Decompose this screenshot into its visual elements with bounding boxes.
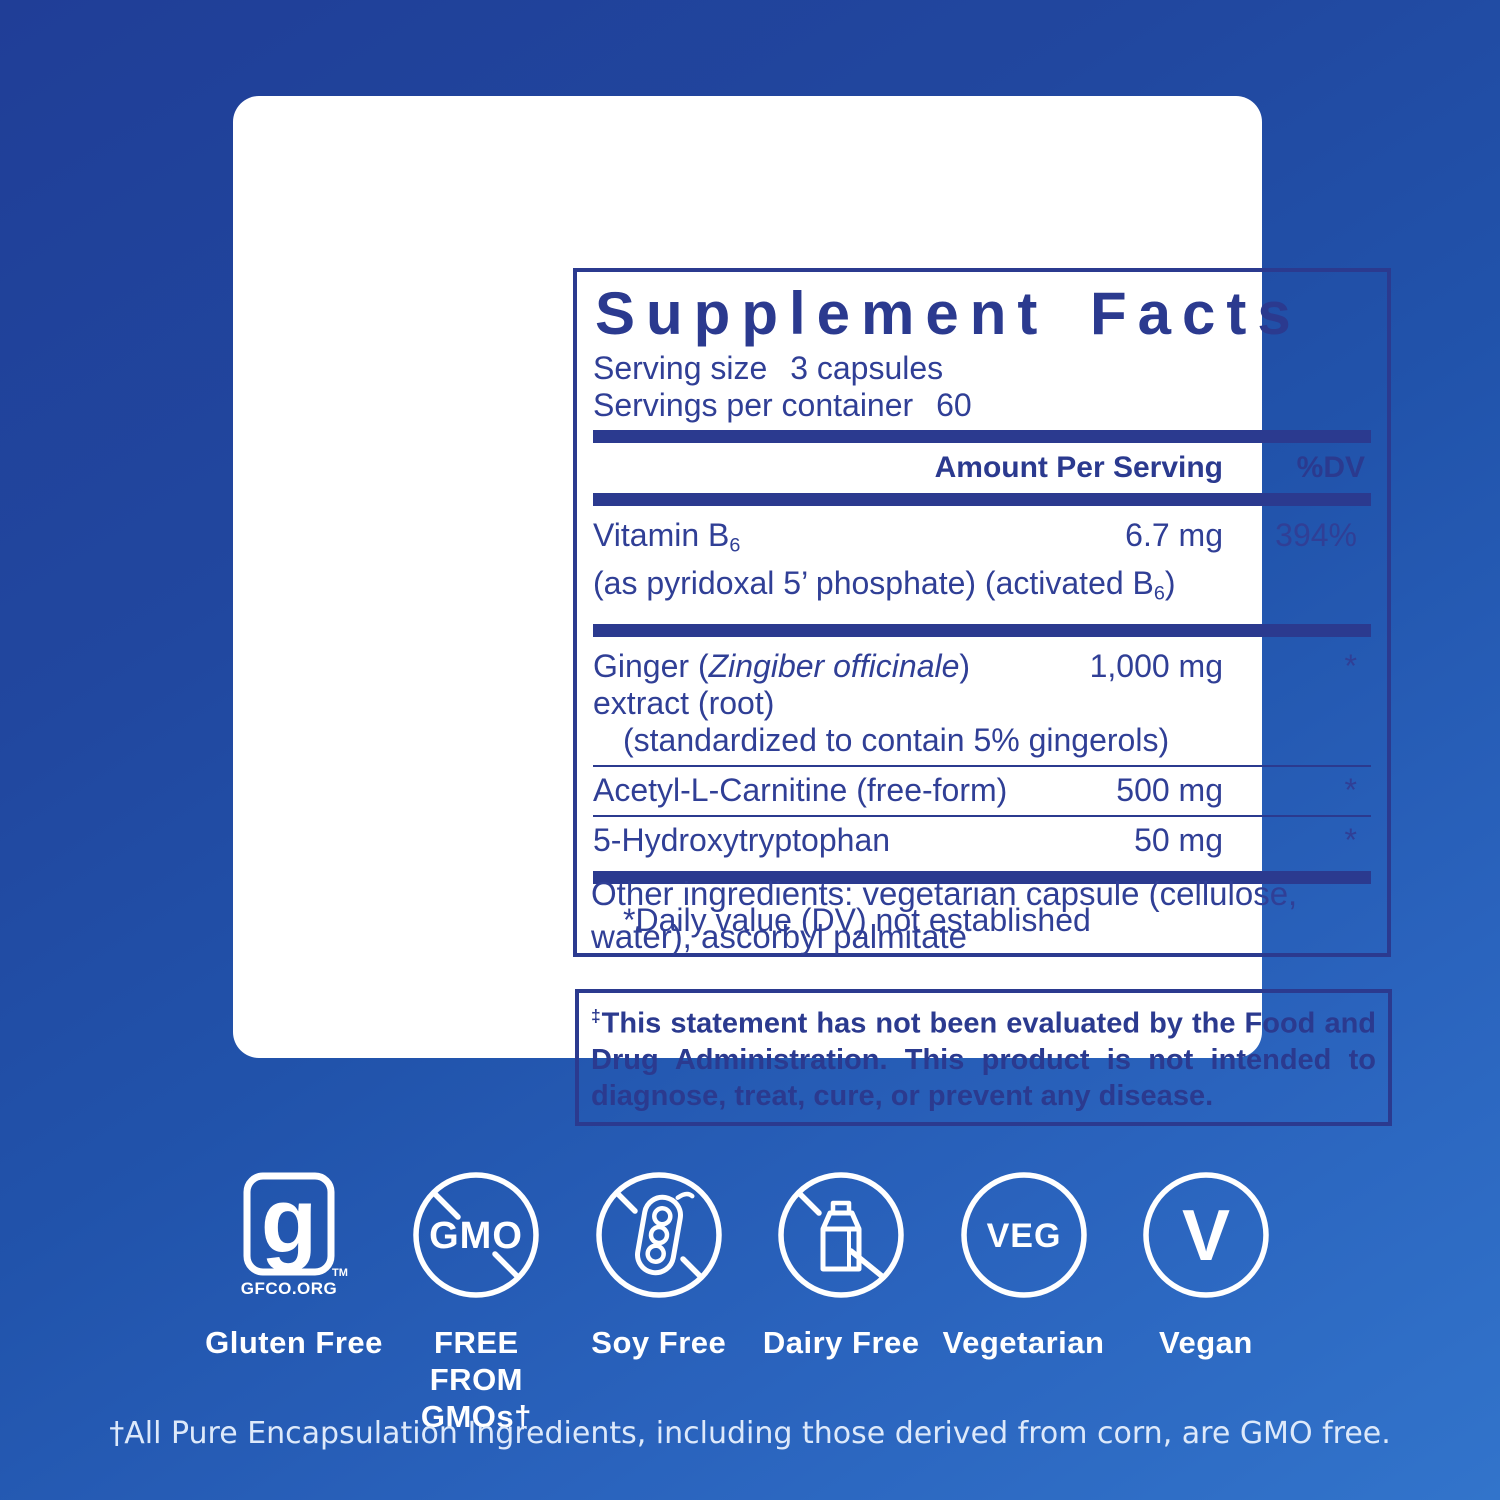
serving-size-value: 3 capsules [790, 350, 944, 386]
certification-badges-row: g TM GFCO.ORG Gluten Free GMO FREE FROM … [205, 1160, 1295, 1435]
badge-vegan: V Vegan [1117, 1160, 1295, 1361]
divider-rule [593, 815, 1371, 818]
divider-bar [593, 624, 1371, 638]
daily-value-note: *Daily value (DV) not established [623, 902, 1091, 939]
badge-label: Gluten Free [205, 1325, 383, 1360]
ingredient-name: Acetyl-L-Carnitine (free-form) [593, 772, 1008, 809]
other-ingredients: Other ingredients: vegetarian capsule (c… [591, 875, 1298, 955]
serving-size-line: Serving size 3 capsules [593, 350, 1371, 387]
supplement-card: Supplement Facts Serving size 3 capsules… [233, 96, 1392, 1126]
servings-value: 60 [936, 387, 972, 423]
servings-label: Servings per container [593, 387, 914, 423]
divider-bar [593, 493, 1371, 506]
dv-value: * [1344, 822, 1357, 859]
badge-label: FREE FROM GMOs† [420, 1325, 532, 1434]
dv-value: * [1344, 648, 1357, 685]
gmo-footnote: †All Pure Encapsulation Ingredients, inc… [109, 1416, 1391, 1451]
badge-dairy-free: Dairy Free [752, 1160, 930, 1361]
supplement-facts-panel: Supplement Facts Serving size 3 capsules… [573, 268, 1391, 958]
badge-gmo-free: GMO FREE FROM GMOs† [387, 1160, 565, 1435]
disclaimer-mark: ‡ [591, 1006, 602, 1026]
svg-text:VEG: VEG [986, 1217, 1061, 1255]
amount-value: 50 mg [1134, 822, 1223, 859]
ingredient-detail: extract (root) [593, 685, 775, 722]
divider-bar [593, 430, 1371, 443]
col-dv-header: %DV [1296, 451, 1365, 484]
badge-gluten-free: g TM GFCO.ORG Gluten Free [205, 1160, 383, 1361]
ingredient-name: Ginger (Zingiber officinale) [593, 648, 971, 685]
svg-text:g: g [261, 1170, 317, 1272]
badge-soy-free: Soy Free [570, 1160, 748, 1361]
no-gmo-icon: GMO [410, 1160, 542, 1310]
vegetarian-icon: VEG [958, 1160, 1090, 1310]
column-header-row: Amount Per Serving %DV [593, 449, 1371, 487]
fda-disclaimer-box: ‡This statement has not been evaluated b… [575, 989, 1392, 1126]
table-row-acetyl-l-carnitine: Acetyl-L-Carnitine (free-form) 500 mg * [593, 767, 1371, 815]
badge-label: Vegan [1159, 1325, 1253, 1360]
amount-value: 1,000 mg [1089, 648, 1223, 685]
amount-value: 500 mg [1116, 772, 1223, 809]
svg-text:TM: TM [332, 1267, 348, 1279]
no-soy-icon [593, 1160, 725, 1310]
table-row-vitamin-b6: Vitamin B6 6.7 mg 394% (as pyridoxal 5’ … [593, 512, 1371, 618]
dv-value: * [1344, 772, 1357, 809]
no-dairy-icon [775, 1160, 907, 1310]
table-row-ginger: Ginger (Zingiber officinale) 1,000 mg * … [593, 643, 1371, 765]
svg-text:V: V [1182, 1196, 1230, 1276]
divider-rule [593, 765, 1371, 768]
dv-value: 394% [1275, 517, 1357, 553]
ingredient-detail: (standardized to contain 5% gingerols) [623, 722, 1170, 759]
badge-label: Vegetarian [942, 1325, 1105, 1360]
vegan-icon: V [1140, 1160, 1272, 1310]
badge-vegetarian: VEG Vegetarian [935, 1160, 1113, 1361]
table-row-5-hydroxytryptophan: 5-Hydroxytryptophan 50 mg * [593, 817, 1371, 865]
panel-title: Supplement Facts [595, 280, 1302, 347]
amount-value: 6.7 mg [1125, 517, 1223, 553]
svg-text:GFCO.ORG: GFCO.ORG [241, 1279, 338, 1298]
ingredient-name: Vitamin B6 [593, 517, 741, 557]
divider-bar [593, 871, 1371, 885]
serving-size-label: Serving size [593, 350, 768, 386]
disclaimer-text: This statement has not been evaluated by… [591, 1007, 1377, 1112]
svg-text:GMO: GMO [430, 1215, 524, 1257]
servings-per-container-line: Servings per container 60 [593, 387, 1371, 424]
gfco-gluten-free-icon: g TM GFCO.ORG [239, 1160, 349, 1310]
col-amount-header: Amount Per Serving [934, 451, 1223, 484]
badge-label: Dairy Free [762, 1325, 920, 1360]
ingredient-name: 5-Hydroxytryptophan [593, 822, 891, 859]
ingredient-detail: (as pyridoxal 5’ phosphate) (activated B… [593, 564, 1176, 605]
badge-label: Soy Free [591, 1325, 727, 1360]
